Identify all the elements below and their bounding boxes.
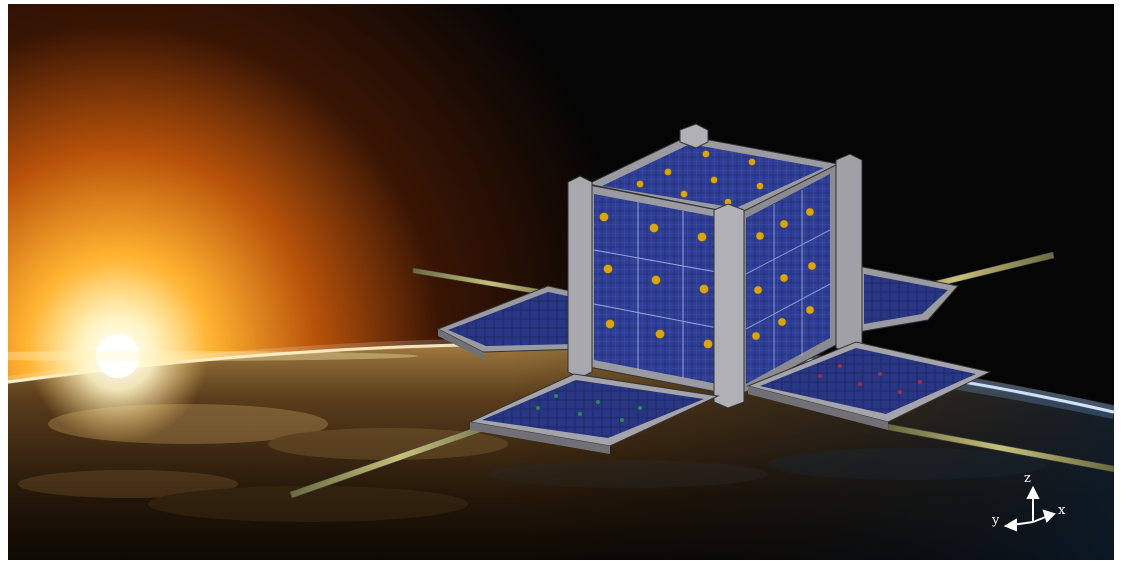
axis-indicator xyxy=(1003,485,1056,532)
solar-panel-back-right xyxy=(857,265,959,333)
cubesat-front-face xyxy=(583,183,739,397)
solar-panel-back-left xyxy=(436,285,594,360)
z-axis-label: z xyxy=(1024,471,1031,486)
y-axis-label: y xyxy=(992,513,1000,528)
cubesat-top-face xyxy=(586,135,840,215)
illustration-frame: z x y xyxy=(8,4,1114,560)
solar-panel-front-left xyxy=(468,373,720,454)
solar-panel-front-right xyxy=(746,341,992,430)
cubesat-scene xyxy=(8,4,1114,560)
x-axis-label: x xyxy=(1058,503,1066,518)
cubesat-rails xyxy=(567,123,863,409)
cubesat-side-face xyxy=(737,163,839,397)
cubesat xyxy=(289,123,1114,499)
